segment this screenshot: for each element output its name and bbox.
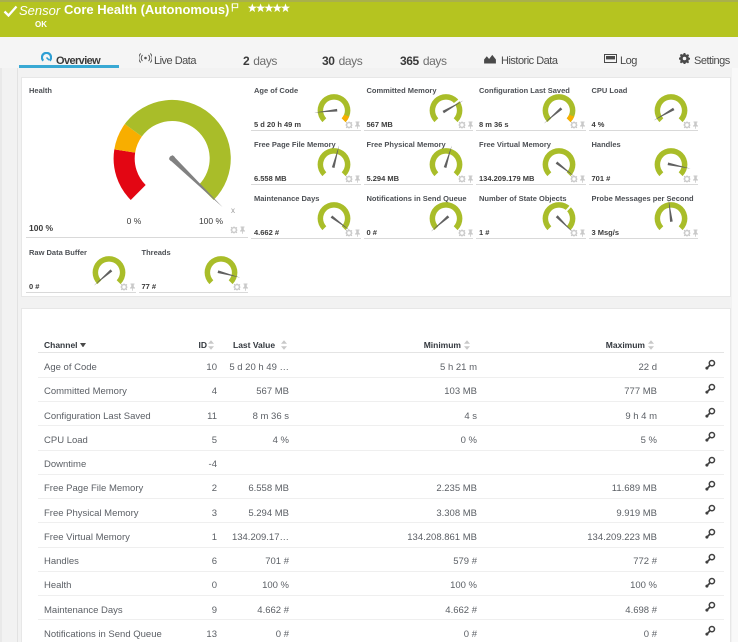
svg-text:x: x [231,206,235,215]
